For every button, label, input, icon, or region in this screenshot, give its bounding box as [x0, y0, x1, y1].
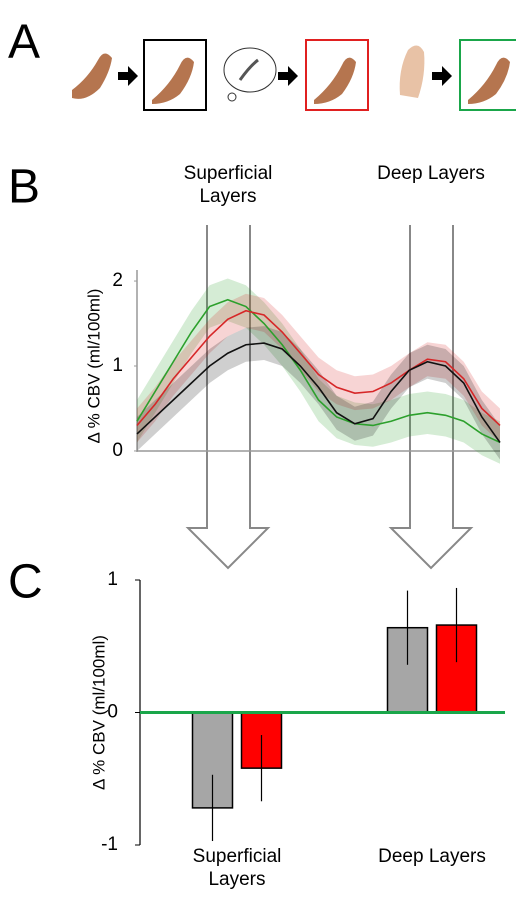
annotation: Deep Layers — [377, 163, 485, 184]
line — [136, 309, 501, 427]
y-tick-label: 2 — [112, 270, 123, 291]
y-tick-label: 1 — [107, 569, 118, 590]
panel-label: A — [8, 16, 40, 69]
panel-label: B — [8, 161, 40, 214]
line — [136, 342, 501, 443]
y-axis-label: Δ % CBV (ml/100ml) — [89, 635, 108, 790]
y-tick-label: -1 — [101, 834, 118, 855]
panel-label: C — [8, 556, 43, 609]
annotation: Superficial Layers — [183, 163, 273, 207]
error-band — [137, 326, 500, 460]
arrows — [185, 225, 474, 570]
y-tick-label: 1 — [112, 355, 123, 376]
y-tick-label: 0 — [112, 440, 123, 461]
error-band — [137, 293, 500, 443]
y-tick-label: 0 — [107, 702, 118, 723]
error-band — [137, 278, 500, 464]
x-tick-label: Deep Layers — [378, 846, 486, 867]
x-tick-label: Superficial Layers — [192, 846, 282, 890]
y-axis-label: Δ % CBV (ml/100ml) — [84, 289, 103, 444]
line — [136, 298, 501, 444]
panel-a-icons — [72, 39, 516, 111]
